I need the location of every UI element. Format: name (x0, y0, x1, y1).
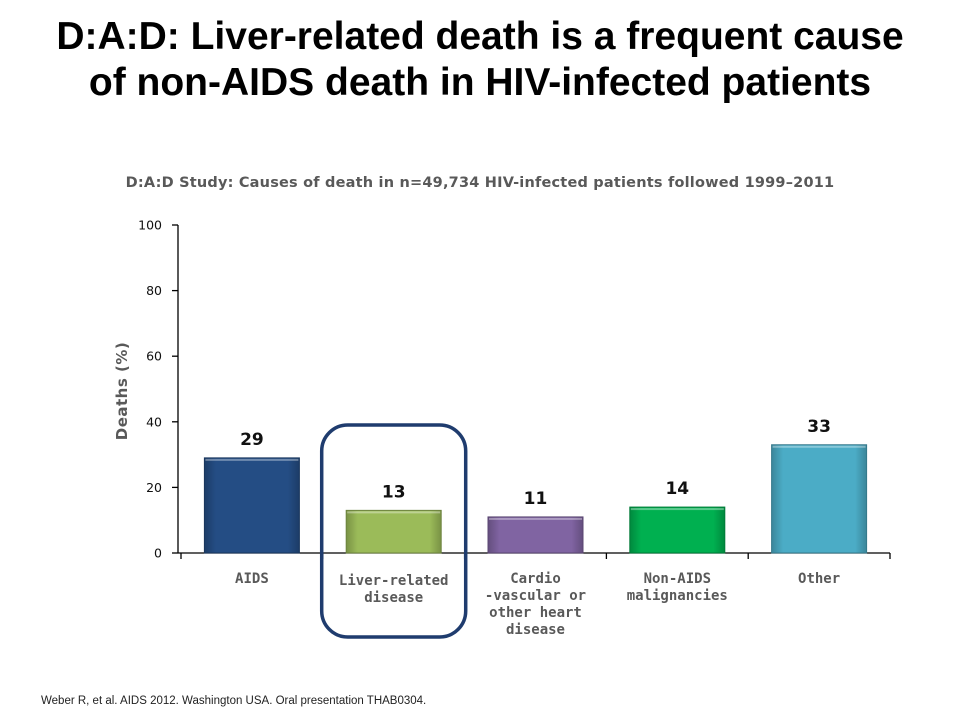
bar (203, 457, 300, 554)
x-category-label: Other (798, 571, 840, 587)
bar (345, 509, 442, 554)
data-label: 29 (240, 430, 264, 450)
y-tick-label: 40 (146, 414, 162, 429)
bar (771, 444, 868, 554)
data-label: 33 (807, 417, 831, 437)
bar-highlight (772, 445, 866, 448)
citation-footer: Weber R, et al. AIDS 2012. Washington US… (41, 695, 427, 707)
x-category-label: Liver-related disease (339, 573, 449, 606)
highlight-box (319, 423, 468, 639)
bar-highlight (489, 517, 582, 520)
data-label: 13 (382, 482, 406, 502)
x-category-label: AIDS (235, 571, 269, 587)
bar-highlight (630, 508, 724, 511)
y-tick-label: 0 (154, 546, 162, 561)
slide-title: D:A:D: Liver-related death is a frequent… (56, 15, 904, 104)
x-category-label: Cardio -vascular or other heart disease (485, 571, 586, 638)
data-label: 14 (665, 479, 689, 499)
y-tick-label: 60 (146, 349, 162, 364)
y-tick-label: 100 (138, 218, 162, 233)
y-axis-label: Deaths (%) (113, 342, 131, 441)
bar-highlight (347, 511, 441, 514)
bar (487, 516, 584, 554)
y-tick-label: 80 (146, 283, 162, 298)
bar-highlight (205, 458, 299, 461)
y-tick-label: 20 (146, 480, 162, 495)
chart-subtitle: D:A:D Study: Causes of death in n=49,734… (125, 175, 835, 191)
bar (629, 506, 726, 554)
data-label: 11 (524, 489, 548, 509)
x-category-label: Non-AIDS malignancies (627, 571, 728, 604)
bar-chart: 0 20 40 60 80 100 Deaths (%) 29 AIDS 13 Liver-rela… (113, 218, 891, 639)
